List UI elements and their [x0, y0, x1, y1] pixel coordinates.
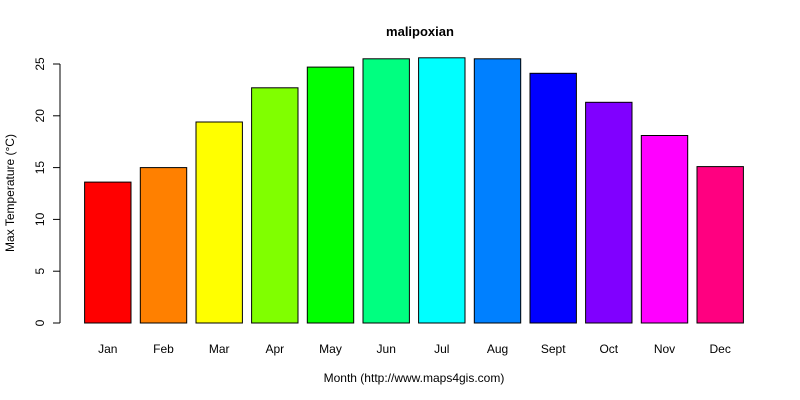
x-tick-label: Apr [265, 342, 284, 356]
bar-mar [195, 121, 243, 324]
bar-dec [696, 166, 744, 324]
y-tick-label: 0 [33, 319, 47, 326]
x-tick-label: Jan [98, 342, 117, 356]
x-tick-label: May [319, 342, 342, 356]
y-axis: 0 5 10 15 20 25 [33, 57, 61, 326]
x-tick-label: Dec [710, 342, 731, 356]
y-tick-label: 25 [33, 57, 47, 71]
bar-oct [585, 101, 633, 324]
bar-feb [139, 167, 188, 324]
x-tick-label: Jun [377, 342, 396, 356]
x-tick-label: Aug [487, 342, 508, 356]
chart-title: malipoxian [386, 24, 454, 39]
y-tick-label: 15 [33, 161, 47, 175]
bar-may [306, 66, 355, 324]
y-tick-label: 5 [33, 268, 47, 275]
x-tick-label: Mar [209, 342, 230, 356]
y-tick-label: 20 [33, 109, 47, 123]
x-tick-label: Sept [541, 342, 566, 356]
y-tick-label: 10 [33, 212, 47, 226]
bars-group [84, 57, 744, 324]
x-tick-label: Feb [153, 342, 174, 356]
x-tick-label: Oct [599, 342, 618, 356]
x-tick-label: Nov [654, 342, 675, 356]
bar-apr [251, 87, 299, 324]
y-axis-label: Max Temperature (°C) [3, 134, 17, 252]
bar-jul [418, 57, 466, 324]
x-tick-label: Jul [434, 342, 449, 356]
x-tick-labels: Jan Feb Mar Apr May Jun Jul Aug Sept Oct Nov Dec [98, 342, 731, 356]
bar-jun [362, 58, 410, 324]
bar-jan [84, 181, 132, 324]
bar-nov [640, 135, 689, 324]
bar-sept [529, 72, 577, 324]
bar-aug [473, 58, 522, 324]
x-axis-label: Month (http://www.maps4gis.com) [324, 371, 505, 385]
